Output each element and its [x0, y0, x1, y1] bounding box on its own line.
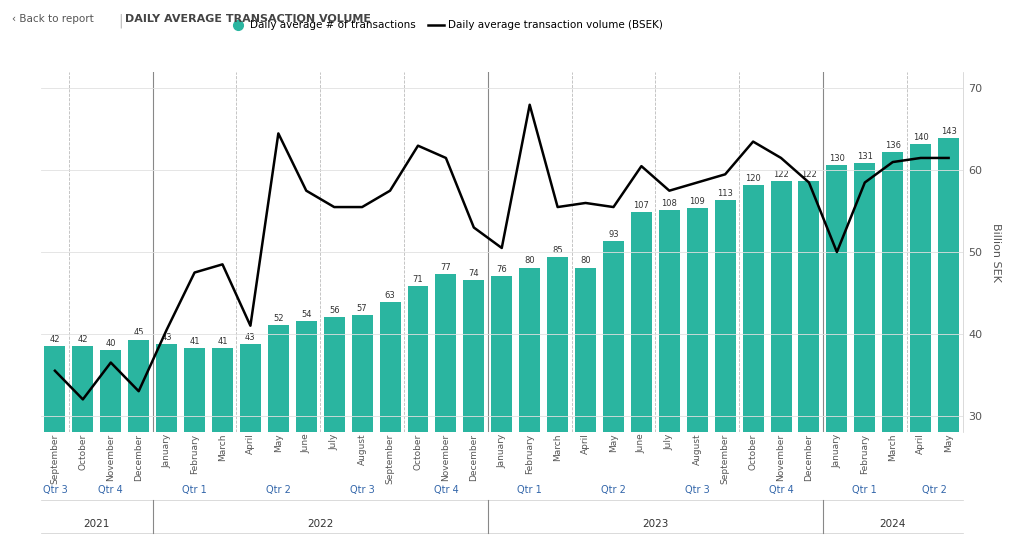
Text: 122: 122	[801, 170, 817, 179]
Bar	[658, 210, 680, 432]
Legend: Daily average # of transactions, Daily average transaction volume (BSEK): Daily average # of transactions, Daily a…	[226, 16, 667, 34]
Text: 108: 108	[662, 199, 677, 208]
Text: 2023: 2023	[642, 519, 669, 529]
Bar	[575, 268, 596, 432]
Text: 107: 107	[634, 201, 649, 210]
Text: 122: 122	[773, 170, 788, 179]
Text: 56: 56	[329, 306, 340, 315]
Bar	[268, 325, 289, 432]
Bar	[324, 317, 345, 432]
Text: 45: 45	[133, 329, 144, 337]
Bar	[883, 152, 903, 432]
Bar	[184, 348, 205, 432]
Text: 42: 42	[78, 335, 88, 343]
Bar	[826, 165, 848, 432]
Text: 85: 85	[552, 246, 563, 255]
Text: 63: 63	[385, 291, 395, 300]
Text: ‹ Back to report: ‹ Back to report	[12, 14, 94, 24]
Text: 2022: 2022	[307, 519, 334, 529]
Bar	[910, 144, 931, 432]
Text: 71: 71	[413, 275, 423, 284]
Text: 40: 40	[105, 338, 116, 348]
Text: 140: 140	[912, 133, 929, 142]
Text: DAILY AVERAGE TRANSACTION VOLUME: DAILY AVERAGE TRANSACTION VOLUME	[125, 14, 371, 24]
Text: Qtr 3: Qtr 3	[685, 485, 710, 495]
Text: 80: 80	[581, 257, 591, 265]
Bar	[73, 346, 93, 432]
Bar	[603, 241, 624, 432]
Text: 2024: 2024	[880, 519, 906, 529]
Text: Qtr 4: Qtr 4	[98, 485, 123, 495]
Text: Qtr 2: Qtr 2	[923, 485, 947, 495]
Text: Qtr 2: Qtr 2	[266, 485, 291, 495]
Text: 43: 43	[162, 332, 172, 342]
Y-axis label: Billion SEK: Billion SEK	[990, 223, 1000, 281]
Text: Qtr 3: Qtr 3	[43, 485, 68, 495]
Text: 120: 120	[745, 174, 761, 183]
Bar	[715, 199, 735, 432]
Text: Qtr 2: Qtr 2	[601, 485, 626, 495]
Text: Qtr 4: Qtr 4	[433, 485, 459, 495]
Text: 43: 43	[245, 332, 256, 342]
Bar	[157, 343, 177, 432]
Bar	[547, 257, 568, 432]
Bar	[380, 302, 400, 432]
Text: 77: 77	[440, 263, 452, 271]
Text: 41: 41	[217, 337, 227, 346]
Bar	[128, 340, 150, 432]
Text: Qtr 3: Qtr 3	[350, 485, 375, 495]
Text: Qtr 1: Qtr 1	[182, 485, 207, 495]
Bar	[408, 286, 428, 432]
Text: 52: 52	[273, 314, 284, 323]
Bar	[100, 350, 121, 432]
Text: 143: 143	[941, 127, 956, 136]
Text: Qtr 4: Qtr 4	[769, 485, 794, 495]
Bar	[212, 348, 232, 432]
Bar	[771, 181, 792, 432]
Text: 109: 109	[689, 197, 706, 206]
Text: 42: 42	[50, 335, 60, 343]
Text: Qtr 1: Qtr 1	[517, 485, 542, 495]
Bar	[519, 268, 541, 432]
Bar	[938, 138, 959, 432]
Bar	[742, 185, 764, 432]
Bar	[687, 208, 708, 432]
Bar	[854, 162, 876, 432]
Bar	[351, 315, 373, 432]
Text: 76: 76	[497, 265, 507, 274]
Text: 130: 130	[829, 153, 845, 162]
Text: 131: 131	[857, 151, 872, 161]
Text: 41: 41	[189, 337, 200, 346]
Bar	[240, 343, 261, 432]
Bar	[296, 321, 316, 432]
Bar	[44, 346, 66, 432]
Bar	[631, 212, 652, 432]
Text: 93: 93	[608, 230, 618, 239]
Text: 136: 136	[885, 141, 901, 150]
Text: 74: 74	[469, 269, 479, 278]
Text: 80: 80	[524, 257, 535, 265]
Text: 2021: 2021	[84, 519, 110, 529]
Text: 57: 57	[356, 304, 368, 313]
Bar	[492, 276, 512, 432]
Text: 113: 113	[717, 188, 733, 198]
Text: Qtr 1: Qtr 1	[852, 485, 878, 495]
Bar	[799, 181, 819, 432]
Bar	[435, 274, 457, 432]
Text: |: |	[118, 14, 123, 28]
Bar	[464, 280, 484, 432]
Text: 54: 54	[301, 310, 311, 319]
